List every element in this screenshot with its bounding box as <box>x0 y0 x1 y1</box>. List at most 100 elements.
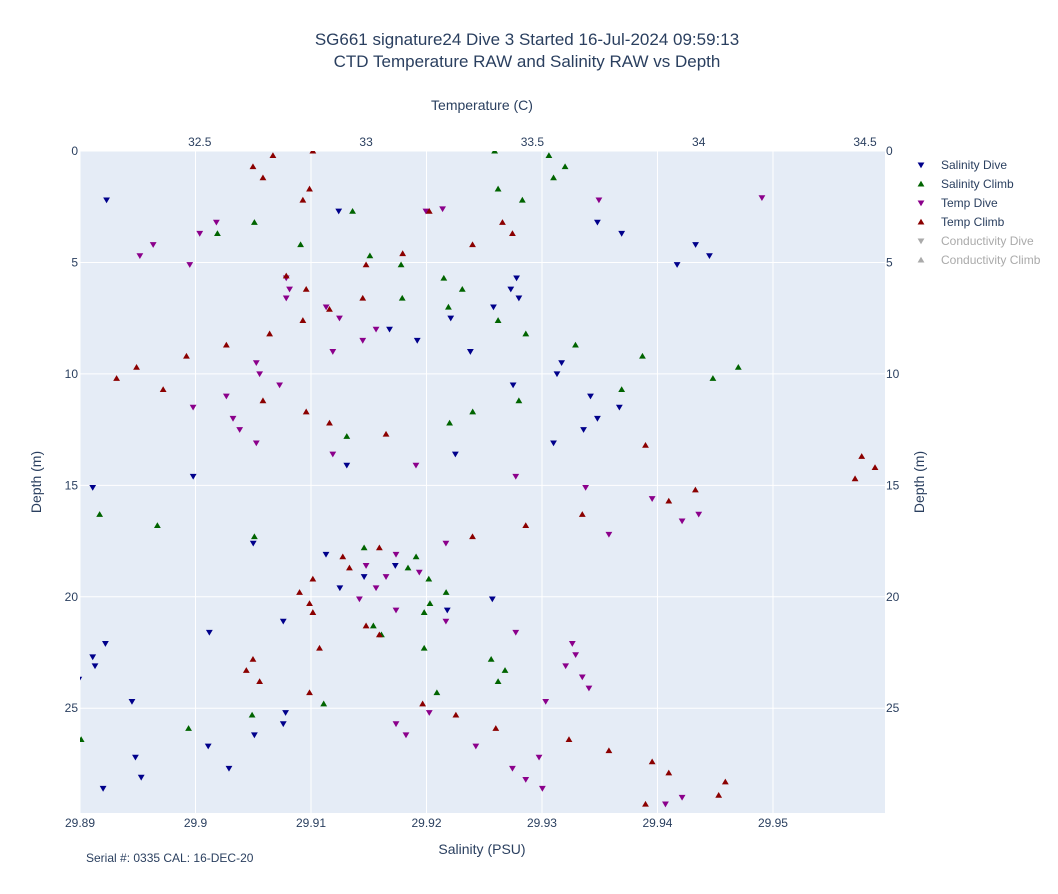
data-point <box>425 207 433 214</box>
data-point <box>542 699 550 705</box>
data-point <box>466 349 474 355</box>
data-point <box>665 769 673 776</box>
data-point <box>469 533 476 540</box>
data-point <box>490 304 497 311</box>
data-point <box>336 585 344 592</box>
legend-item[interactable]: Conductivity Climb <box>917 253 1041 267</box>
serial-cal-note: Serial #: 0335 CAL: 16-DEC-20 <box>86 851 254 865</box>
data-point <box>392 607 400 614</box>
legend-marker <box>917 256 925 263</box>
data-point <box>522 777 530 783</box>
series-3 <box>113 151 879 807</box>
legend-item[interactable]: Temp Climb <box>917 215 1005 229</box>
data-point <box>415 569 423 576</box>
data-point <box>372 326 380 333</box>
data-point <box>80 736 85 742</box>
data-point <box>642 800 649 807</box>
data-point <box>286 286 293 293</box>
data-point <box>550 440 557 447</box>
data-point <box>585 685 593 692</box>
data-point <box>382 574 390 580</box>
legend-item[interactable]: Salinity Climb <box>917 177 1014 191</box>
data-point <box>392 551 400 558</box>
data-point <box>442 618 450 625</box>
data-point <box>871 464 879 471</box>
data-point <box>336 315 343 322</box>
y-left-tick-label: 15 <box>65 478 79 492</box>
data-point <box>499 219 506 225</box>
data-point <box>369 622 377 629</box>
legend-item[interactable]: Salinity Dive <box>917 158 1008 172</box>
data-point <box>343 462 351 469</box>
data-point <box>99 785 107 792</box>
data-point <box>252 360 260 366</box>
data-point <box>296 589 303 595</box>
data-point <box>279 721 287 728</box>
tick-labels: 29.89 29.9 29.91 29.92 29.93 29.94 29.95 32.5 33… <box>65 135 900 830</box>
data-point <box>375 544 383 551</box>
series-2 <box>136 195 766 808</box>
data-point <box>306 689 313 696</box>
data-point <box>578 511 586 517</box>
data-point <box>472 743 480 750</box>
data-point <box>452 711 460 718</box>
data-point <box>372 585 380 592</box>
data-point <box>362 622 370 629</box>
data-point <box>72 688 79 694</box>
data-point <box>509 765 516 772</box>
data-point <box>642 441 649 448</box>
data-point <box>413 337 421 344</box>
y-right-tick-label: 0 <box>886 144 893 158</box>
legend-label: Conductivity Climb <box>941 253 1041 267</box>
data-point <box>558 360 566 366</box>
data-point <box>259 397 267 404</box>
legend-label: Salinity Climb <box>941 177 1014 191</box>
data-point <box>734 363 742 370</box>
data-point <box>578 674 586 681</box>
x-bottom-tick-label: 29.94 <box>642 816 672 830</box>
legend-item[interactable]: Temp Dive <box>917 196 998 210</box>
x-top-tick-label: 34.5 <box>853 135 877 149</box>
data-point <box>545 152 553 159</box>
data-point <box>189 473 197 480</box>
data-point <box>329 349 337 355</box>
data-point <box>469 408 477 415</box>
data-point <box>302 285 310 292</box>
plot-area[interactable] <box>80 151 885 813</box>
data-point <box>404 564 412 571</box>
data-point <box>248 711 256 718</box>
data-point <box>360 544 368 551</box>
legend-item[interactable]: Conductivity Dive <box>917 234 1034 248</box>
data-point <box>386 326 393 333</box>
data-point <box>133 363 140 370</box>
data-point <box>509 382 517 389</box>
data-point <box>89 654 97 661</box>
data-point <box>721 778 729 785</box>
data-point <box>113 375 120 381</box>
data-point <box>451 451 459 458</box>
data-point <box>648 496 656 502</box>
data-point <box>494 185 502 192</box>
data-point <box>214 230 221 237</box>
data-point <box>678 794 686 801</box>
data-point <box>425 710 433 716</box>
legend-label: Salinity Dive <box>941 158 1007 172</box>
data-point <box>159 386 167 393</box>
data-point <box>322 551 330 558</box>
y-right-tick-label: 15 <box>886 478 900 492</box>
data-point <box>153 522 161 529</box>
plot-background[interactable] <box>80 151 885 813</box>
data-point <box>316 644 323 651</box>
data-point <box>605 531 613 538</box>
data-point <box>442 589 450 595</box>
data-point <box>587 393 594 400</box>
data-point <box>256 678 264 685</box>
data-point <box>269 152 277 159</box>
data-point <box>259 174 267 181</box>
legend: Salinity Dive Salinity Climb Temp Dive Temp… <box>917 158 1041 267</box>
data-point <box>282 710 289 716</box>
data-point <box>501 667 509 673</box>
y-right-axis-title: Depth (m) <box>911 451 927 513</box>
x-bottom-tick-label: 29.9 <box>184 816 208 830</box>
data-point <box>236 427 244 433</box>
